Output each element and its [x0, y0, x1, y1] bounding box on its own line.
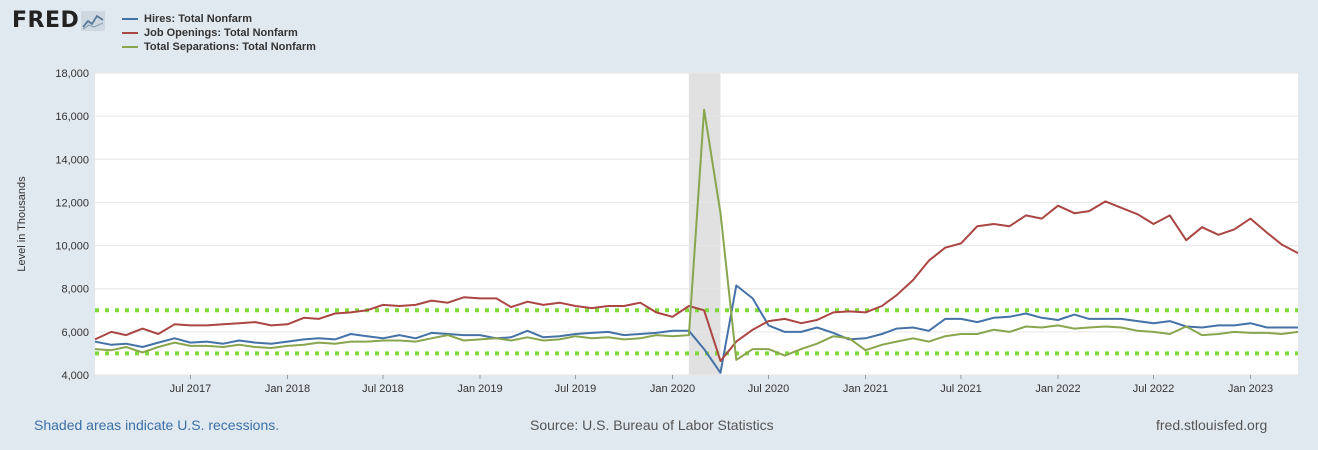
- x-tick-label: Jul 2019: [555, 383, 597, 395]
- fred-logo[interactable]: FRED: [12, 8, 106, 33]
- x-tick-label: Jul 2017: [170, 383, 212, 395]
- y-tick-label: 16,000: [55, 111, 89, 123]
- x-tick-label: Jul 2018: [362, 383, 404, 395]
- y-tick-label: 18,000: [55, 68, 89, 80]
- legend-label-hires: Hires: Total Nonfarm: [144, 13, 252, 25]
- recession-shade: [688, 73, 721, 375]
- legend-label-separations: Total Separations: Total Nonfarm: [144, 41, 316, 53]
- legend-item-separations[interactable]: Total Separations: Total Nonfarm: [122, 40, 316, 54]
- x-tick-label: Jul 2021: [940, 383, 982, 395]
- recession-note: Shaded areas indicate U.S. recessions.: [34, 417, 280, 433]
- x-tick-label: Jan 2019: [457, 383, 502, 395]
- x-tick-label: Jul 2022: [1133, 383, 1175, 395]
- logo-text: FRED: [12, 8, 80, 33]
- legend-swatch-hires: [122, 18, 138, 20]
- x-tick-label: Jan 2018: [265, 383, 310, 395]
- line-chart[interactable]: Jul 2017 Jan 2018 Jul 2018 Jan 2019 Jul 2019…: [0, 0, 1318, 410]
- y-tick-label: 4,000: [61, 370, 89, 382]
- legend-label-openings: Job Openings: Total Nonfarm: [144, 27, 298, 39]
- x-tick-label: Jan 2020: [650, 383, 695, 395]
- line-graph-icon: [81, 10, 106, 31]
- y-tick-label: 12,000: [55, 197, 89, 209]
- site-link[interactable]: fred.stlouisfed.org: [1156, 417, 1268, 433]
- x-tick-label: Jan 2021: [843, 383, 888, 395]
- legend: Hires: Total Nonfarm Job Openings: Total…: [122, 12, 316, 54]
- x-tick-label: Jan 2023: [1228, 383, 1273, 395]
- x-tick-label: Jan 2022: [1035, 383, 1080, 395]
- source-note: Source: U.S. Bureau of Labor Statistics: [530, 417, 774, 433]
- y-tick-label: 10,000: [55, 241, 89, 253]
- y-tick-label: 6,000: [61, 327, 89, 339]
- legend-swatch-separations: [122, 46, 138, 48]
- legend-swatch-openings: [122, 32, 138, 34]
- x-tick-label: Jul 2020: [748, 383, 790, 395]
- legend-item-hires[interactable]: Hires: Total Nonfarm: [122, 12, 316, 26]
- y-axis-label: Level in Thousands: [16, 176, 28, 272]
- series-line-separations[interactable]: [94, 108, 1299, 361]
- series-line-hires[interactable]: [94, 284, 1298, 374]
- series-line-openings[interactable]: [94, 200, 1299, 362]
- y-tick-label: 14,000: [55, 154, 89, 166]
- y-tick-label: 8,000: [61, 284, 89, 296]
- legend-item-openings[interactable]: Job Openings: Total Nonfarm: [122, 26, 316, 40]
